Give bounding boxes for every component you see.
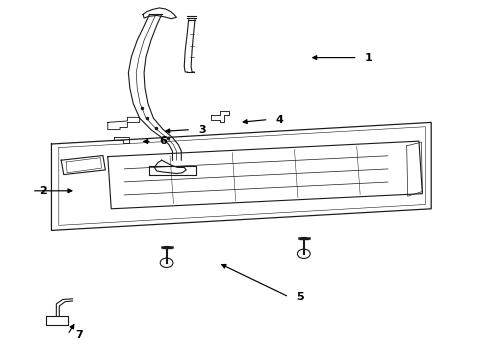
Text: 2: 2 xyxy=(39,186,47,196)
Text: 7: 7 xyxy=(75,330,83,340)
Text: 4: 4 xyxy=(276,114,284,125)
Text: 1: 1 xyxy=(365,53,373,63)
Text: 5: 5 xyxy=(296,292,304,302)
Text: 6: 6 xyxy=(159,136,167,147)
Text: 3: 3 xyxy=(198,125,206,135)
